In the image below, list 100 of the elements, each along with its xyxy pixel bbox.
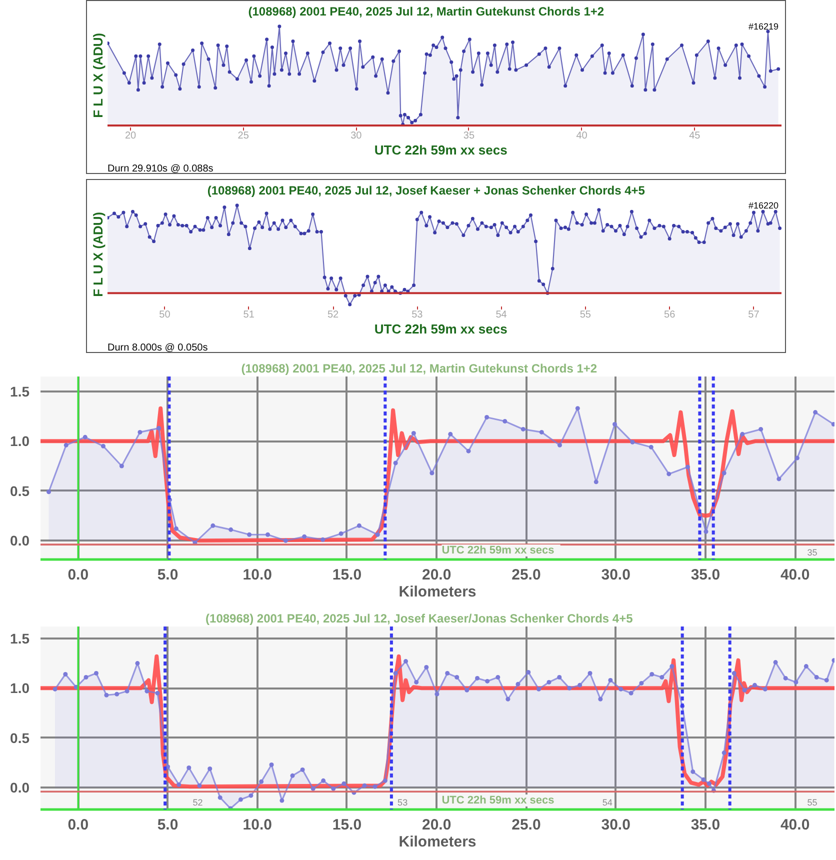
annotation: 35 — [807, 548, 818, 558]
chart-title: (108968) 2001 PE40, 2025 Jul 12, Josef Kaeser + Jonas Schenker Chords 4+5 — [207, 184, 646, 198]
x-tick-label: 20.0 — [422, 816, 452, 834]
point — [228, 527, 234, 532]
y-tick-label: 1.0 — [10, 680, 30, 696]
point — [247, 532, 252, 537]
annotation: 55 — [807, 798, 818, 808]
point — [320, 537, 326, 542]
x-tick-label: 35.0 — [690, 566, 720, 584]
x-tick-label: 10.0 — [242, 816, 272, 834]
point — [302, 534, 307, 539]
annotation: UTC 22h 59m xx secs — [442, 544, 554, 556]
x-tick-label: 25.0 — [512, 816, 541, 834]
x-axis-title: UTC 22h 59m xx secs — [374, 322, 508, 336]
point — [520, 426, 526, 432]
x-tick-label: 55 — [580, 310, 592, 320]
x-tick-label: 56 — [664, 310, 676, 320]
point — [704, 529, 708, 534]
point — [794, 456, 800, 460]
point — [740, 432, 745, 436]
point — [283, 538, 288, 543]
y-axis-title: F L U X (ADU) — [90, 32, 106, 118]
annotation: UTC 22h 59m xx secs — [442, 794, 554, 806]
annotation: 54 — [602, 798, 612, 808]
point — [776, 476, 782, 482]
x-tick-label: 30.0 — [601, 566, 630, 584]
x-tick-label: 52 — [327, 310, 340, 320]
x-tick-label: 25 — [238, 130, 250, 142]
x-tick-label: 40.0 — [780, 816, 810, 834]
x-tick-label: 35 — [463, 130, 475, 142]
x-tick-label: 53 — [412, 310, 424, 320]
point — [82, 434, 88, 440]
point — [666, 472, 672, 476]
x-tick-label: 45 — [689, 130, 701, 142]
x-tick-label: 40 — [576, 130, 588, 142]
point — [630, 440, 635, 444]
x-tick-label: 20.0 — [422, 566, 452, 584]
point — [138, 430, 142, 434]
y-tick-label: 1.5 — [10, 383, 30, 400]
text: Durn 29.910s @ 0.088s — [108, 164, 214, 174]
point — [210, 523, 216, 528]
text: Durn 8.000s @ 0.050s — [108, 342, 208, 354]
x-tick-label: 15.0 — [332, 566, 362, 584]
point — [375, 532, 380, 537]
annotation: #16219 — [748, 22, 779, 32]
point — [100, 444, 106, 448]
y-tick-label: 0.0 — [10, 532, 30, 549]
chart-title: (108968) 2001 PE40, 2025 Jul 12, Martin Gutekunst Chords 1+2 — [241, 362, 598, 376]
x-tick-label: 0.0 — [68, 816, 89, 834]
x-tick-label: 20 — [124, 130, 137, 142]
annotation: 53 — [398, 798, 408, 808]
x-tick-label: 57 — [748, 310, 760, 320]
y-axis-title: F L U X (ADU) — [90, 212, 106, 297]
x-tick-label: 10.0 — [242, 566, 272, 584]
x-tick-label: 51 — [243, 310, 255, 320]
point — [338, 531, 344, 536]
point — [119, 464, 124, 468]
y-tick-label: 0.5 — [10, 730, 30, 746]
point — [411, 430, 416, 436]
point — [648, 444, 654, 450]
point — [174, 526, 178, 531]
point — [46, 490, 51, 494]
annotation: 52 — [192, 798, 203, 808]
annotation: #16220 — [748, 200, 779, 210]
x-tick-label: 35.0 — [690, 816, 720, 834]
y-tick-label: 0.0 — [10, 780, 30, 796]
point — [575, 406, 580, 411]
x-axis-title: Kilometers — [398, 834, 476, 850]
x-tick-label: 5.0 — [157, 566, 178, 584]
point — [266, 532, 270, 537]
point — [612, 422, 618, 426]
point — [64, 442, 68, 448]
chart-title: (108968) 2001 PE40, 2025 Jul 12, Josef Kaeser/Jonas Schenker Chords 4+5 — [206, 612, 634, 626]
point — [430, 470, 434, 476]
x-tick-label: 54 — [496, 310, 508, 320]
point — [539, 430, 544, 434]
chart-title: (108968) 2001 PE40, 2025 Jul 12, Martin Gutekunst Chords 1+2 — [248, 4, 604, 18]
x-tick-label: 25.0 — [512, 566, 541, 584]
y-tick-label: 0.5 — [10, 482, 30, 499]
point — [813, 410, 818, 415]
y-tick-label: 1.5 — [10, 630, 30, 646]
point — [557, 442, 562, 448]
x-tick-label: 5.0 — [157, 816, 178, 834]
point — [685, 464, 690, 470]
point — [466, 448, 471, 454]
x-tick-label: 15.0 — [332, 816, 362, 834]
point — [484, 415, 490, 420]
x-axis-title: Kilometers — [398, 584, 476, 600]
point — [356, 523, 362, 528]
x-axis-title: UTC 22h 59m xx secs — [374, 142, 508, 158]
point — [831, 422, 834, 426]
x-tick-label: 30.0 — [601, 816, 630, 834]
point — [722, 470, 726, 476]
point — [502, 419, 508, 424]
point — [448, 432, 453, 436]
point — [156, 426, 162, 430]
point — [393, 460, 398, 466]
y-tick-label: 1.0 — [10, 433, 30, 450]
point — [758, 426, 764, 432]
x-tick-label: 0.0 — [68, 566, 89, 584]
